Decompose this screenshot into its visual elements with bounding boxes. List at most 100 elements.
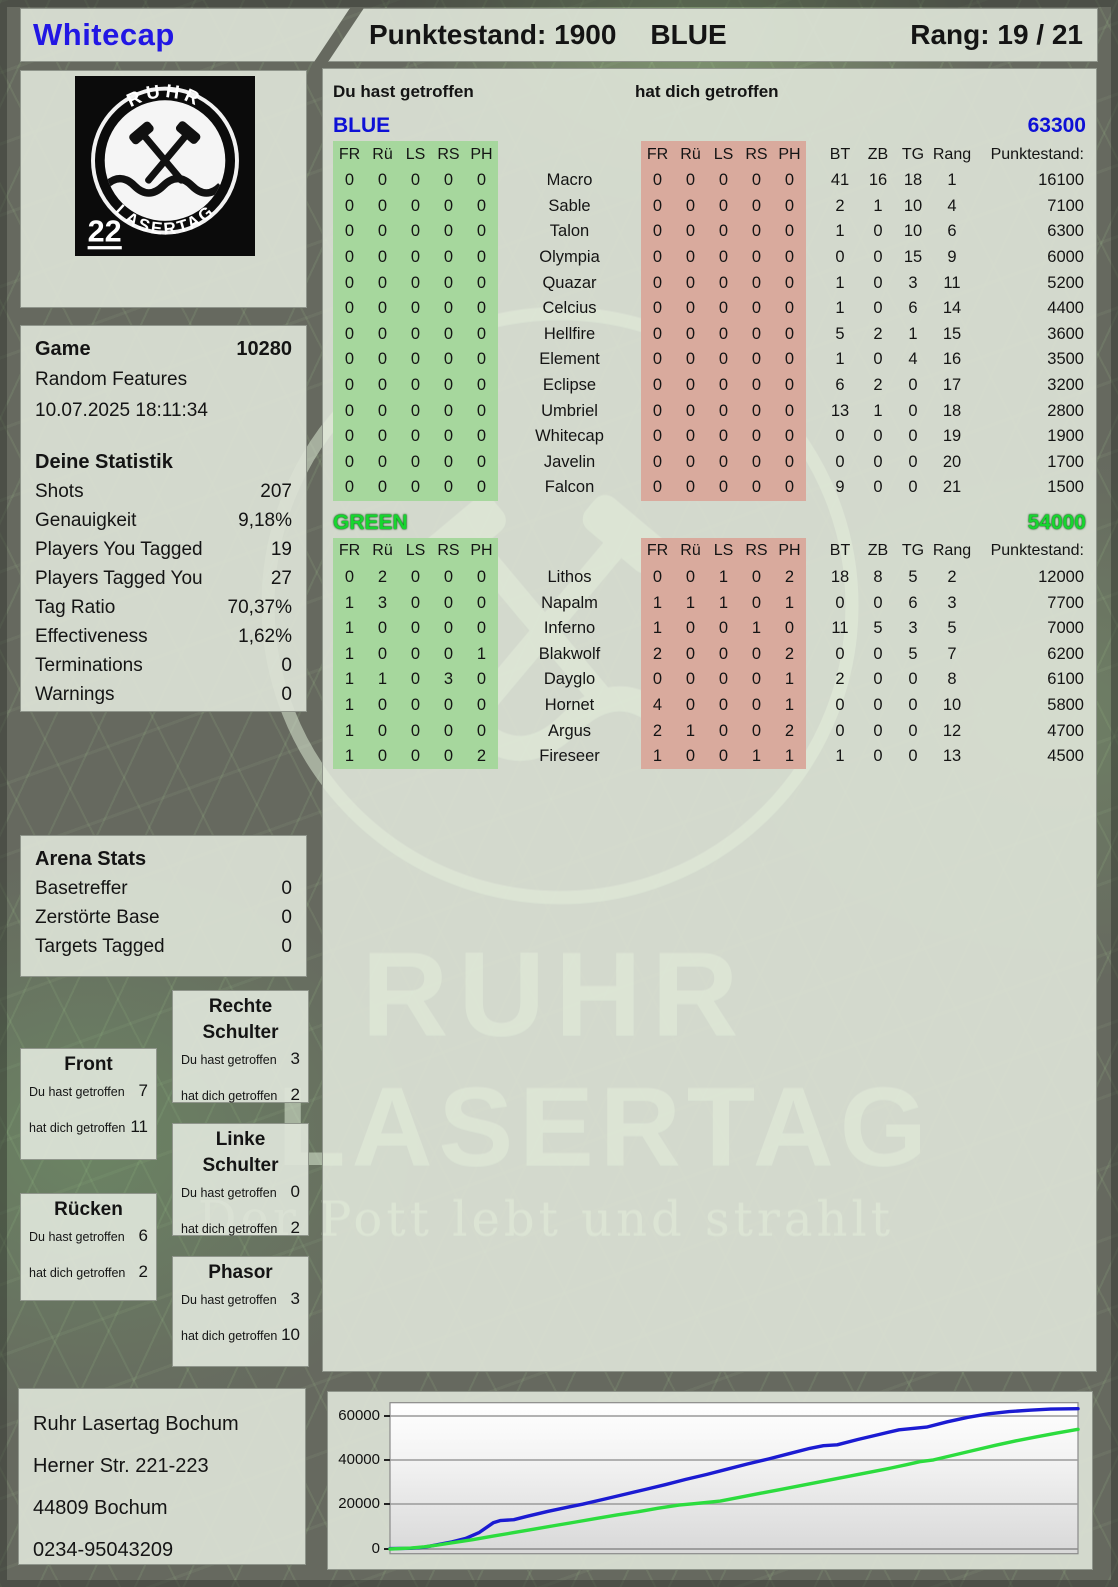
you-hit-cell: 0 [366,449,399,476]
you-hit-cell: 1 [333,743,366,770]
zone-you-label: Du hast getroffen [181,1293,277,1307]
player-row: 1 0 0 0 0 Hornet 4 0 0 0 1 0 0 0 10 5800 [333,692,1086,719]
venue-phone: 0234-95043209 [33,1539,174,1561]
you-hit-cell: 0 [432,193,465,220]
you-hit-cell: 0 [366,615,399,642]
zone-you-value: 7 [138,1081,148,1100]
hit-you-cell: 0 [773,321,806,348]
zone-title: Front [64,1054,113,1075]
col-header: FR [333,141,366,168]
you-hit-cell: 0 [465,718,498,744]
zone-box-phasor: Phasor Du hast getroffen 3 hat dich getro… [172,1256,309,1367]
stat-label: Effectiveness [35,626,148,647]
you-hit-cell: 0 [465,168,498,194]
you-hit-cell: 0 [465,398,498,424]
player-score-cell: 16100 [1038,171,1084,190]
player-name-cell: Argus [547,721,592,740]
you-hit-cell: 0 [366,295,399,322]
game-mode: Random Features [35,369,188,390]
col-spacer [806,398,820,424]
hit-you-cell: 0 [674,398,707,424]
col-spacer [806,667,820,693]
stat-value: 9,18% [238,510,292,531]
you-hit-cell: 0 [432,449,465,476]
col-spacer [806,245,820,271]
stat-label: Zerstörte Base [35,907,160,928]
stat-label: Targets Tagged [35,936,165,957]
score-table-panel: Du hast getroffen hat dich getroffen BLU… [322,68,1097,1372]
you-hit-cell: 3 [366,590,399,616]
hit-you-cell: 0 [740,590,773,616]
game-datetime: 10.07.2025 18:11:34 [35,400,208,421]
hit-you-cell: 0 [641,244,674,271]
col-header: PH [465,141,498,168]
player-row: 0 0 0 0 0 Olympia 0 0 0 0 0 0 0 15 9 6000 [333,244,1086,271]
player-score-cell: 1700 [1047,452,1084,471]
you-hit-cell: 0 [399,449,432,476]
col-spacer [806,219,820,245]
player-name-cell: Olympia [539,248,600,267]
you-hit-cell: 3 [432,667,465,693]
y-tick-40000: 40000 [338,1451,380,1468]
zone-you-value: 6 [138,1226,148,1245]
hit-you-cell: 0 [773,423,806,450]
you-hit-cell: 0 [366,692,399,719]
hit-you-cell: 1 [674,590,707,616]
you-hit-cell: 2 [465,743,498,770]
stat-cell: 0 [873,452,883,471]
hit-you-cell: 0 [674,219,707,245]
you-hit-cell: 0 [432,641,465,668]
zone-title: Linke Schulter [202,1129,279,1176]
you-hit-cell: 0 [333,244,366,271]
player-name-cell: Sable [548,196,591,215]
stat-row: Zerstörte Base 0 [35,903,292,932]
team-total-score: 54000 [1027,510,1086,534]
hit-you-cell: 0 [707,641,740,668]
hit-you-cell: 0 [674,641,707,668]
hit-you-cell: 0 [674,564,707,591]
you-hit-cell: 0 [399,423,432,450]
y-tick-0: 0 [371,1540,380,1557]
you-hit-cell: 0 [432,718,465,744]
player-row: 1 0 0 0 2 Fireseer 1 0 0 1 1 1 0 0 13 4500 [333,743,1086,770]
you-hit-cell: 0 [432,615,465,642]
column-header-row: FR Rü LS RS PH FR Rü LS RS PH BT ZB TG Rang Punktestan… [333,141,1086,168]
stat-cell: 11 [943,273,961,292]
you-hit-cell: 0 [432,743,465,770]
col-spacer [806,373,820,399]
stat-cell: 18 [830,568,850,587]
hit-you-cell: 0 [740,295,773,322]
stat-label: Shots [35,481,84,502]
player-score-cell: 3500 [1047,350,1084,369]
col-header: BT [829,542,851,560]
you-hit-cell: 0 [465,193,498,220]
you-hit-cell: 0 [432,244,465,271]
you-hit-cell: 0 [399,219,432,245]
col-header: FR [333,537,366,565]
you-hit-cell: 0 [333,219,366,245]
hit-you-cell: 0 [674,295,707,322]
stat-cell: 1 [873,196,883,215]
you-hit-cell: 0 [399,564,432,591]
stat-cell: 1 [835,747,845,766]
score-header-bar: Punktestand: 1900 BLUE Rang: 19 / 21 [328,8,1098,62]
stat-cell: 1 [835,222,845,241]
player-score-cell: 4500 [1047,747,1084,766]
venue-name: Ruhr Lasertag Bochum [33,1413,239,1435]
name-col-header [498,538,641,565]
hit-you-cell: 0 [707,692,740,719]
hit-you-cell: 0 [740,641,773,668]
hit-you-cell: 0 [707,615,740,642]
you-hit-cell: 0 [432,295,465,322]
col-header: LS [707,141,740,168]
stat-cell: 21 [942,478,962,497]
you-hit-cell: 0 [399,692,432,719]
stat-cell: 0 [835,427,845,446]
arena-stats-rows: Basetreffer 0 Zerstörte Base 0 Targets Tagge… [35,874,292,961]
stat-cell: 13 [942,747,962,766]
you-hit-cell: 0 [399,398,432,424]
player-score-cell: 6200 [1047,644,1084,663]
stat-cell: 8 [873,568,883,587]
zone-title: Rücken [54,1199,123,1220]
hit-you-cell: 0 [773,615,806,642]
